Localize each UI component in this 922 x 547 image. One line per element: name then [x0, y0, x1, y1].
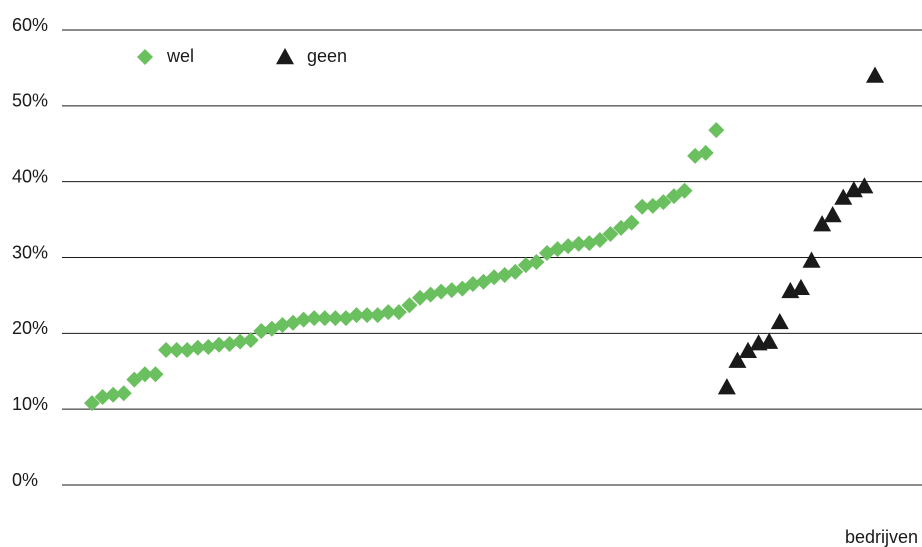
- diamond-point: [380, 304, 397, 321]
- diamond-point: [295, 311, 312, 328]
- y-tick-label: 40%: [12, 166, 48, 186]
- diamond-point: [306, 310, 323, 327]
- diamond-point: [316, 310, 333, 327]
- diamond-point: [84, 395, 100, 412]
- diamond-point: [401, 297, 418, 314]
- diamond-point: [221, 335, 238, 352]
- diamond-point: [189, 339, 206, 356]
- triangle-point: [802, 251, 821, 268]
- triangle-point: [791, 278, 810, 296]
- diamond-point: [147, 366, 164, 383]
- triangle-point: [834, 188, 853, 205]
- diamond-point: [623, 214, 640, 231]
- diamond-point: [602, 225, 619, 242]
- diamond-point: [105, 386, 122, 403]
- diamond-point: [242, 332, 259, 349]
- y-tick-label: 30%: [12, 242, 48, 262]
- triangle-point: [728, 351, 747, 368]
- triangle-point: [717, 378, 736, 395]
- y-tick-label: 20%: [12, 318, 48, 338]
- diamond-point: [94, 389, 111, 406]
- triangle-point: [760, 332, 779, 349]
- diamond-point: [168, 342, 185, 359]
- diamond-point: [676, 182, 693, 199]
- legend-label: geen: [307, 46, 347, 66]
- diamond-point: [232, 333, 249, 350]
- diamond-point: [274, 316, 291, 333]
- legend-marker: [137, 49, 153, 65]
- diamond-point: [591, 232, 608, 249]
- diamond-point: [253, 323, 270, 340]
- triangle-point: [739, 341, 758, 358]
- diamond-point: [115, 385, 132, 402]
- diamond-point: [708, 122, 725, 139]
- diamond-point: [348, 307, 365, 324]
- diamond-point: [570, 235, 587, 252]
- y-tick-label: 0%: [12, 470, 38, 490]
- legend-label: wel: [166, 46, 194, 66]
- diamond-point: [210, 336, 227, 353]
- legend-marker: [276, 48, 294, 65]
- x-axis-label: bedrijven: [845, 527, 918, 547]
- diamond-point: [158, 342, 175, 359]
- diamond-point: [390, 304, 407, 321]
- triangle-point: [770, 312, 789, 330]
- triangle-point: [866, 66, 884, 83]
- diamond-point: [359, 307, 376, 324]
- diamond-point: [327, 310, 344, 327]
- y-tick-label: 60%: [12, 15, 48, 35]
- diamond-point: [528, 254, 545, 271]
- diamond-point: [200, 338, 217, 355]
- diamond-point: [443, 282, 460, 299]
- diamond-point: [560, 238, 577, 255]
- diamond-point: [464, 276, 481, 293]
- triangle-point: [813, 215, 832, 232]
- diamond-point: [433, 283, 450, 300]
- diamond-point: [634, 198, 651, 215]
- diamond-point: [655, 194, 672, 211]
- diamond-point: [697, 144, 714, 161]
- y-tick-label: 10%: [12, 394, 48, 414]
- diamond-point: [486, 269, 503, 286]
- diamond-point: [507, 263, 524, 280]
- diamond-point: [179, 342, 196, 359]
- triangle-point: [823, 206, 842, 223]
- diamond-point: [136, 366, 153, 383]
- triangle-point: [855, 177, 874, 194]
- y-tick-label: 50%: [12, 91, 48, 111]
